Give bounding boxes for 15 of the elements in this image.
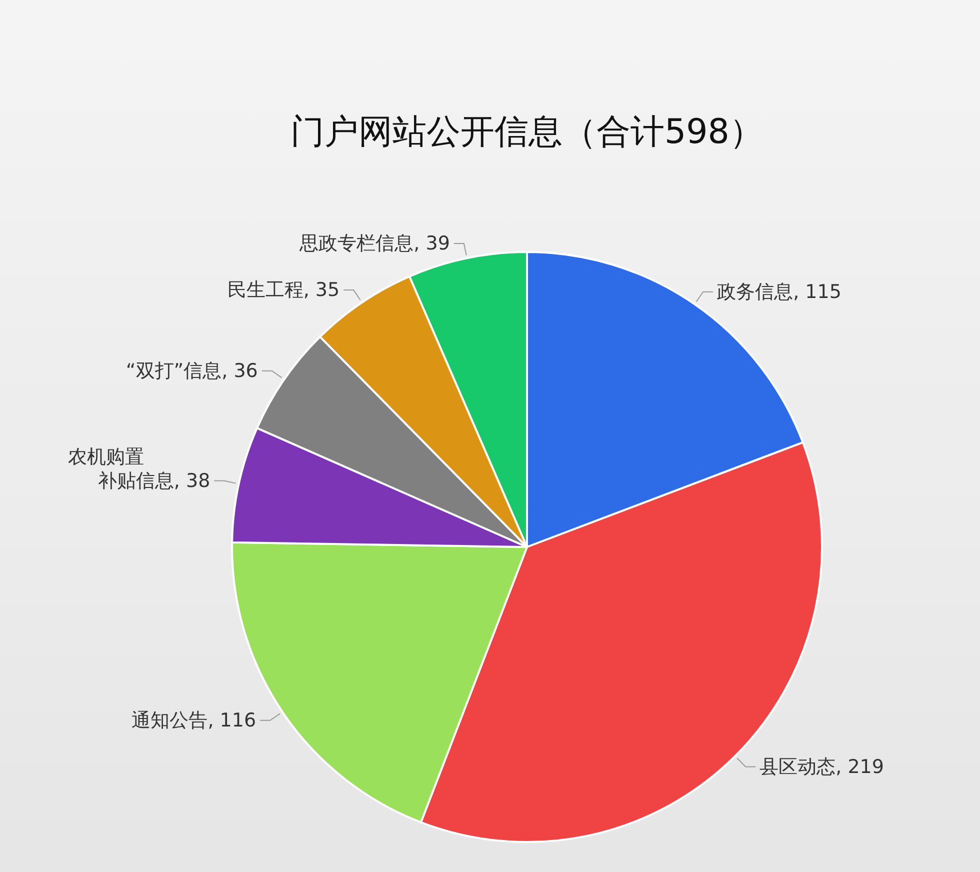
slice-label: 思政专栏信息 [298,232,414,254]
chart-title: 门户网站公开信息（合计598） [290,112,764,152]
slice-label: 通知公告 [132,709,208,732]
data-label: , 219 [836,756,884,778]
data-label: , 115 [793,280,842,303]
data-label: , 35 [303,279,340,302]
slice-label: 县区动态 [760,756,836,778]
slice-label: 民生工程 [227,279,304,302]
slice-label: 政务信息 [717,280,794,303]
data-label: , 39 [414,232,450,254]
data-label: , 36 [222,360,258,382]
data-label: , 38 [174,470,210,492]
slice-label: 农机购置补贴信息 [68,446,174,492]
slice-label: “双打”信息 [126,360,222,382]
data-label: , 116 [208,709,256,732]
